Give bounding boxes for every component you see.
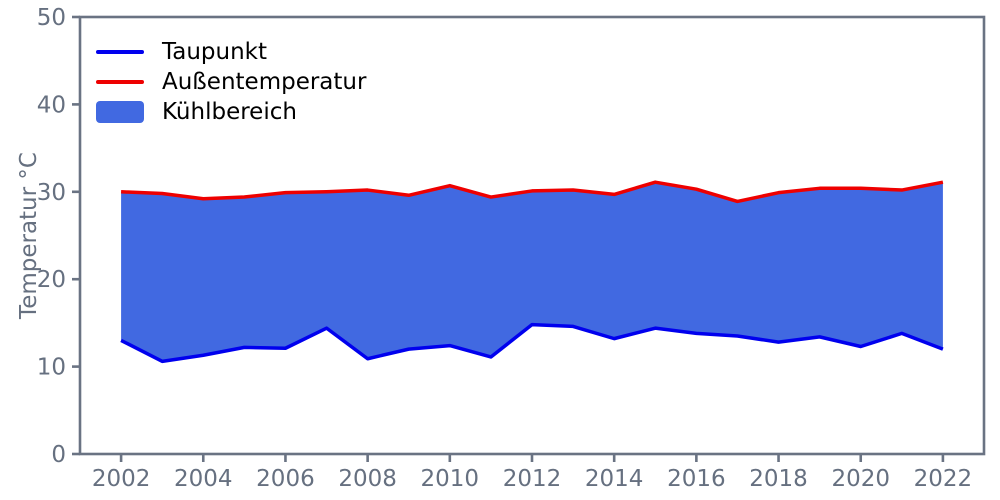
legend-item-taupunkt: Taupunkt: [96, 37, 366, 67]
legend: Taupunkt Außentemperatur Kühlbereich: [96, 37, 366, 127]
x-tick-label: 2014: [585, 466, 644, 492]
x-tick-label: 2010: [421, 466, 480, 492]
x-tick-label: 2004: [174, 466, 233, 492]
legend-label-aussentemperatur: Außentemperatur: [162, 68, 367, 95]
aussentemperatur-line: [121, 180, 944, 204]
y-tick-label: 50: [37, 5, 66, 31]
kuehlbereich-patch-swatch: [96, 101, 144, 123]
x-tick-label: 2008: [338, 466, 397, 492]
x-tick-label: 2018: [749, 466, 808, 492]
taupunkt-line-swatch: [96, 50, 144, 54]
legend-item-aussentemperatur: Außentemperatur: [96, 67, 366, 97]
x-tick-label: 2016: [667, 466, 726, 492]
x-tick-label: 2002: [92, 466, 151, 492]
y-tick-label: 30: [37, 180, 66, 206]
y-axis-label: Temperatur °C: [16, 152, 42, 320]
x-tick-label: 2012: [503, 466, 562, 492]
taupunkt-line: [120, 322, 944, 364]
y-tick-label: 0: [51, 442, 66, 468]
x-tick-label: 2022: [914, 466, 973, 492]
y-tick-label: 40: [37, 92, 66, 118]
kuehlbereich-area: [121, 182, 943, 362]
legend-label-kuehlbereich: Kühlbereich: [162, 98, 297, 125]
legend-item-kuehlbereich: Kühlbereich: [96, 97, 366, 127]
y-tick-label: 10: [37, 355, 66, 381]
y-tick-label: 20: [37, 267, 66, 293]
legend-label-taupunkt: Taupunkt: [162, 38, 268, 65]
aussentemperatur-line-swatch: [96, 80, 144, 84]
x-tick-label: 2006: [256, 466, 315, 492]
x-tick-label: 2020: [831, 466, 890, 492]
